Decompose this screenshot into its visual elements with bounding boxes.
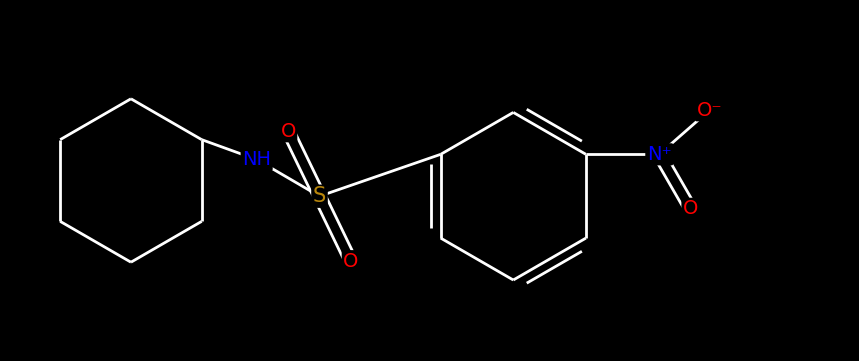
Text: O: O	[280, 122, 295, 141]
Text: N⁺: N⁺	[647, 145, 672, 164]
Text: NH: NH	[242, 150, 271, 169]
Text: O: O	[344, 252, 358, 271]
Text: S: S	[313, 186, 326, 206]
Text: O: O	[683, 199, 698, 218]
Text: O⁻: O⁻	[697, 101, 722, 120]
